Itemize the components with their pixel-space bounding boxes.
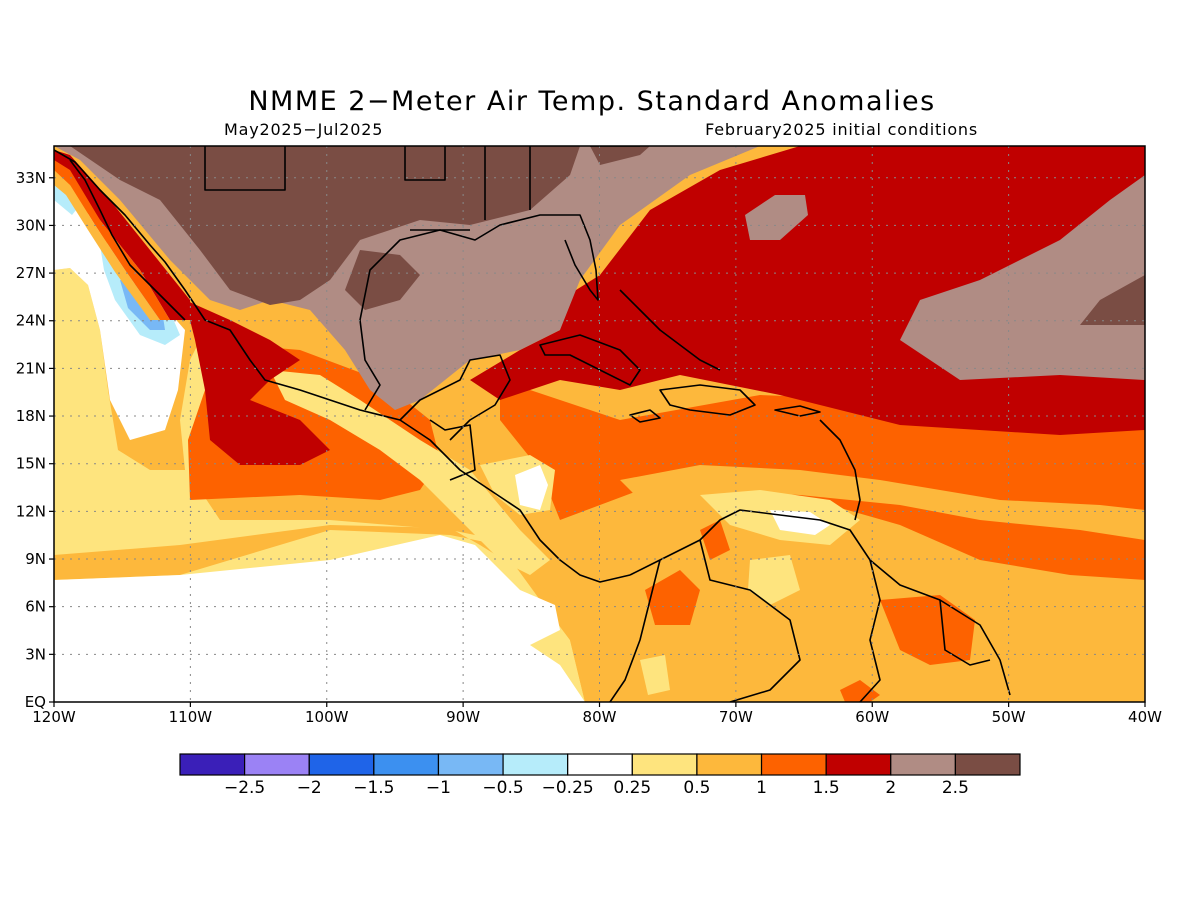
colorbar-label: 0.25 <box>613 778 651 798</box>
colorbar-label: 2 <box>885 778 896 798</box>
colorbar-label: −2.5 <box>224 778 265 798</box>
anomaly-region-brown-north <box>70 146 580 305</box>
anomaly-region-gold-pacific <box>54 525 600 702</box>
lat-tick-label: 21N <box>16 359 46 377</box>
lon-tick-label: 110W <box>169 708 213 726</box>
colorbar-swatch <box>567 753 633 776</box>
anomaly-region-cyan-coast <box>54 185 80 215</box>
colorbar-swatch <box>373 753 440 776</box>
lat-tick-label: 3N <box>25 645 46 663</box>
lat-tick-label: 27N <box>16 264 46 282</box>
lat-tick-label: 9N <box>25 550 46 568</box>
colorbar-swatch <box>308 753 375 776</box>
anomaly-region-white-honduras <box>515 465 548 510</box>
anomaly-region-orange-southamerica-1 <box>645 570 700 625</box>
colorbar-label: −1.5 <box>353 778 394 798</box>
anomaly-region-brown-atlantic <box>1080 275 1145 325</box>
anomaly-region-taupe-atlantic-blob <box>745 195 808 240</box>
colorbar: −2.5 −2 −1.5 −1 −0.5 −0.25 0.25 0.5 1 1.5 2 2.5 <box>179 753 1021 798</box>
lat-tick-label: 6N <box>25 598 46 616</box>
colorbar-label: −1 <box>426 778 451 798</box>
lat-tick-label: 18N <box>16 407 46 425</box>
lon-tick-label: 120W <box>32 708 76 726</box>
colorbar-label: 1 <box>756 778 767 798</box>
anomaly-region-white-baja <box>54 195 185 440</box>
anomaly-region-taupe-atlantic <box>900 175 1145 380</box>
lat-tick-label: 12N <box>16 502 46 520</box>
anomaly-region-brown-northeast <box>590 146 650 165</box>
map-title: NMME 2−Meter Air Temp. Standard Anomalie… <box>248 86 935 117</box>
colorbar-label: −0.25 <box>542 778 594 798</box>
longitude-axis: 120W 110W 100W 90W 80W 70W 60W 50W 40W <box>32 702 1162 726</box>
lat-tick-label: 15N <box>16 455 46 473</box>
colorbar-label: 2.5 <box>942 778 969 798</box>
anomaly-region-orange-southamerica-2 <box>880 595 975 665</box>
anomaly-region-gold-caribbean <box>620 465 1145 540</box>
lat-tick-label: EQ <box>25 693 46 711</box>
lat-tick-label: 30N <box>16 216 46 234</box>
colorbar-swatch <box>631 753 698 776</box>
colorbar-swatch <box>179 753 246 776</box>
anomaly-region-white-pacific <box>54 535 585 702</box>
lon-tick-label: 100W <box>305 708 349 726</box>
lat-tick-label: 33N <box>16 169 46 187</box>
lon-tick-label: 90W <box>446 708 480 726</box>
map-plot-area <box>54 146 1145 702</box>
colorbar-swatch <box>696 753 763 776</box>
period-subtitle: May2025−Jul2025 <box>224 120 383 139</box>
lon-tick-label: 80W <box>583 708 617 726</box>
colorbar-label: −2 <box>297 778 322 798</box>
anomaly-region-light-yellow-venezuela <box>748 555 800 605</box>
colorbar-swatch <box>437 753 504 776</box>
anomaly-region-orange-southamerica-3 <box>840 680 880 702</box>
anomaly-region-red-pacific-coast <box>185 300 330 465</box>
colorbar-label: 1.5 <box>813 778 840 798</box>
colorbar-swatch <box>890 753 956 776</box>
colorbar-swatch <box>825 753 892 776</box>
lon-tick-label: 70W <box>719 708 753 726</box>
colorbar-label: −0.5 <box>482 778 523 798</box>
lon-tick-label: 60W <box>855 708 889 726</box>
colorbar-swatch <box>502 753 569 776</box>
colorbar-swatch <box>244 753 310 776</box>
anomaly-region-light-yellow-colombia <box>640 655 670 695</box>
anomaly-region-brown-texas <box>345 250 420 310</box>
colorbar-swatch <box>760 753 827 776</box>
colorbar-swatch <box>954 753 1021 776</box>
colorbar-label: 0.5 <box>683 778 710 798</box>
latitude-axis: EQ 3N 6N 9N 12N 15N 18N 21N 24N 27N 30N 33N <box>16 169 54 711</box>
anomaly-region-gold-gulf-california <box>54 170 160 320</box>
anomaly-region-orange-southamerica-4 <box>700 520 730 560</box>
lon-tick-label: 40W <box>1128 708 1162 726</box>
coastlines <box>54 146 1011 702</box>
anomaly-region-red-gulf-california <box>54 150 190 320</box>
map-grid <box>54 146 1145 702</box>
lon-tick-label: 50W <box>992 708 1026 726</box>
lat-tick-label: 24N <box>16 312 46 330</box>
initial-conditions-subtitle: February2025 initial conditions <box>705 120 978 139</box>
anomaly-region-orange-gulf-california <box>54 160 170 320</box>
anomaly-region-light-yellow-central-america <box>270 370 550 575</box>
